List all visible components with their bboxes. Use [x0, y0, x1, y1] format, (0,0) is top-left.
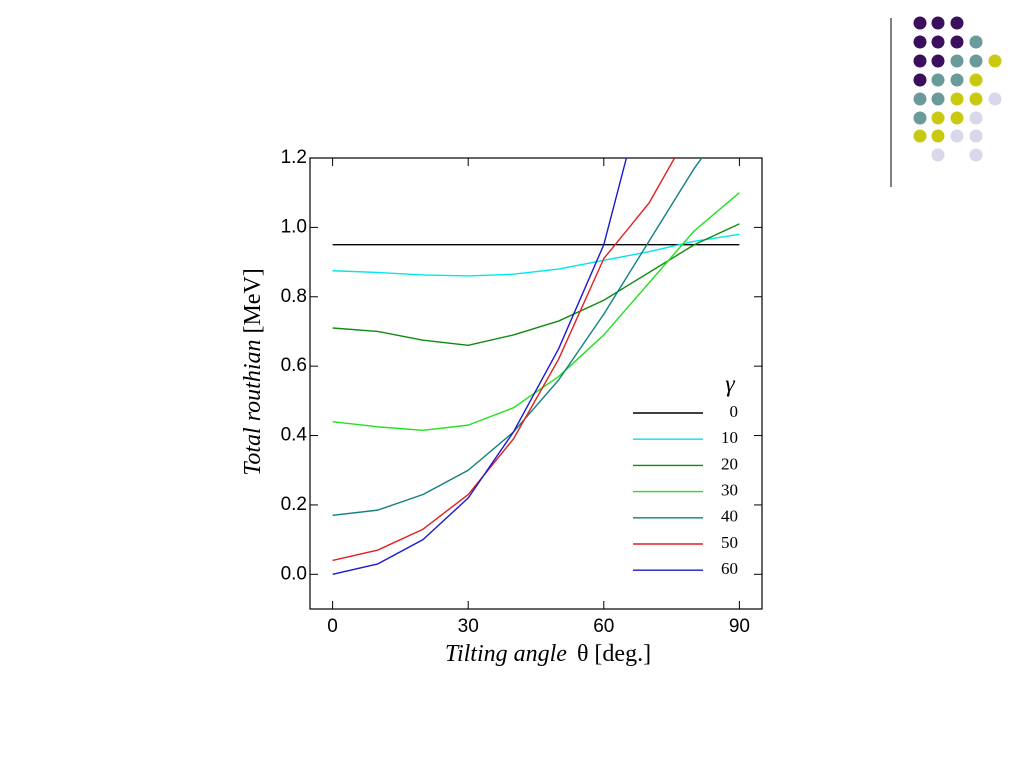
- y-tick-label: 0.0: [281, 563, 307, 584]
- dot: [931, 111, 945, 125]
- series-line: [332, 158, 703, 517]
- dot: [969, 73, 983, 87]
- y-label-rest: [MeV]: [240, 268, 266, 333]
- x-tick-label: 30: [458, 616, 479, 637]
- dot: [913, 129, 927, 143]
- dot: [988, 92, 1002, 106]
- dot: [931, 54, 945, 68]
- dot: [969, 129, 983, 143]
- dot: [931, 148, 945, 162]
- legend-label: 10: [721, 428, 738, 447]
- y-tick-label: 0.6: [281, 355, 307, 376]
- dot: [969, 54, 983, 68]
- series-line: [332, 233, 740, 277]
- dot: [950, 92, 964, 106]
- dot: [969, 35, 983, 49]
- dot: [913, 73, 927, 87]
- dot: [913, 16, 927, 30]
- x-label-rest: θ [deg.]: [577, 641, 651, 667]
- series-line: [332, 158, 628, 575]
- legend-label: 20: [721, 454, 738, 473]
- plot-frame: [309, 157, 763, 610]
- dot: [950, 129, 964, 143]
- dot: [950, 73, 964, 87]
- y-tick-label: 1.0: [281, 216, 307, 237]
- series-line: [332, 158, 676, 562]
- dot: [913, 35, 927, 49]
- dot: [950, 54, 964, 68]
- dot: [931, 35, 945, 49]
- y-tick-label: 0.2: [281, 494, 307, 515]
- x-label-italic: Tilting angle: [445, 641, 567, 667]
- dot: [950, 16, 964, 30]
- y-tick-label: 0.4: [281, 425, 308, 446]
- dot: [969, 111, 983, 125]
- legend-label: 40: [721, 507, 738, 526]
- dot: [913, 54, 927, 68]
- dot: [931, 16, 945, 30]
- dot: [950, 111, 964, 125]
- series-line: [332, 223, 740, 347]
- series-line: [332, 192, 740, 432]
- dot: [931, 73, 945, 87]
- legend-label: 0: [730, 402, 739, 421]
- y-tick-label: 1.2: [281, 147, 307, 168]
- legend-label: 50: [721, 533, 738, 552]
- dot: [913, 92, 927, 106]
- x-tick-label: 60: [593, 616, 614, 637]
- series-group: [332, 158, 740, 575]
- x-tick-label: 0: [327, 616, 338, 637]
- dot: [913, 111, 927, 125]
- dot: [950, 35, 964, 49]
- y-label-italic: Total routhian: [240, 340, 266, 476]
- dot: [969, 92, 983, 106]
- legend-title: γ: [725, 372, 735, 398]
- decoration: [890, 16, 1002, 187]
- dot: [969, 148, 983, 162]
- y-axis-label: Total routhian [MeV]: [240, 268, 266, 476]
- dot: [988, 54, 1002, 68]
- dot: [931, 92, 945, 106]
- x-tick-label: 90: [729, 616, 750, 637]
- legend-label: 30: [721, 481, 738, 500]
- dot: [931, 129, 945, 143]
- y-tick-label: 0.8: [281, 286, 307, 307]
- x-axis-label: Tilting angle θ [deg.]: [445, 641, 651, 667]
- legend-label: 60: [721, 559, 738, 578]
